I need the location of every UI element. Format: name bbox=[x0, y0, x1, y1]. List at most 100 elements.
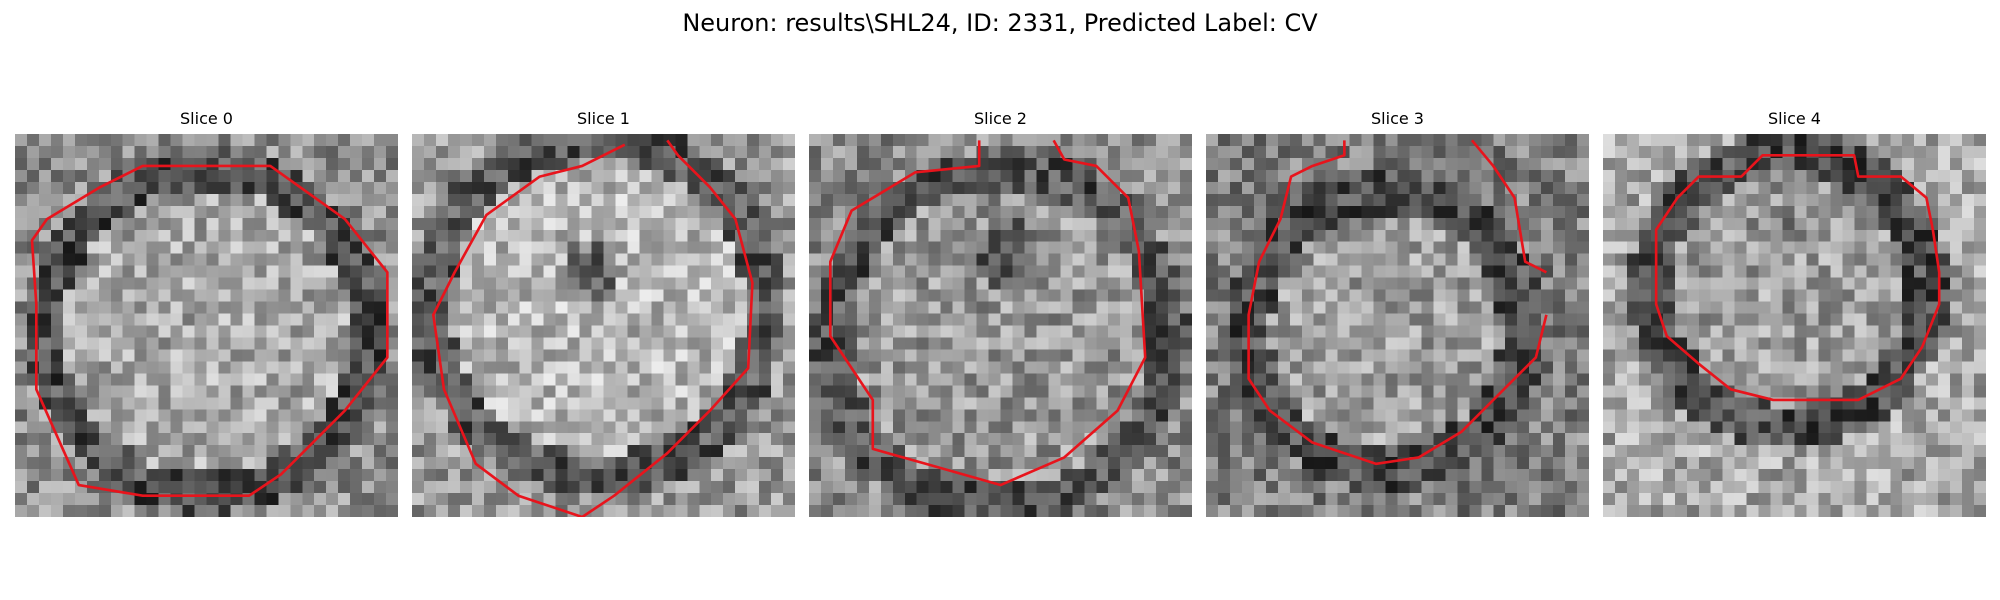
pixel bbox=[146, 505, 159, 517]
pixel bbox=[302, 241, 315, 254]
pixel bbox=[146, 289, 159, 302]
pixel bbox=[423, 157, 437, 171]
pixel bbox=[50, 289, 64, 302]
pixel bbox=[1770, 409, 1783, 422]
pixel bbox=[1577, 481, 1589, 494]
pixel bbox=[1385, 301, 1398, 314]
pixel bbox=[711, 241, 724, 254]
pixel bbox=[675, 289, 688, 302]
pixel bbox=[1722, 265, 1735, 278]
pixel bbox=[134, 301, 147, 314]
pixel bbox=[230, 469, 243, 482]
pixel bbox=[1626, 457, 1640, 470]
pixel bbox=[1878, 445, 1891, 458]
pixel bbox=[579, 229, 592, 242]
pixel bbox=[567, 337, 580, 350]
pixel bbox=[507, 157, 520, 171]
pixel bbox=[1794, 289, 1807, 302]
pixel bbox=[302, 217, 315, 230]
pixel bbox=[182, 445, 195, 458]
pixel bbox=[254, 265, 267, 278]
pixel bbox=[26, 505, 40, 517]
pixel bbox=[1493, 134, 1506, 147]
pixel bbox=[1072, 457, 1085, 470]
pixel bbox=[1974, 301, 1986, 314]
pixel bbox=[651, 205, 664, 219]
pixel bbox=[1493, 433, 1506, 446]
pixel bbox=[627, 385, 640, 398]
pixel bbox=[555, 397, 568, 410]
pixel bbox=[940, 505, 953, 517]
pixel bbox=[1253, 385, 1267, 398]
pixel bbox=[447, 169, 461, 183]
pixel bbox=[1084, 457, 1097, 470]
pixel bbox=[555, 265, 568, 278]
pixel bbox=[904, 325, 917, 338]
pixel bbox=[38, 445, 52, 458]
pixel bbox=[904, 385, 917, 398]
pixel bbox=[892, 349, 905, 362]
pixel bbox=[1108, 373, 1121, 386]
pixel bbox=[531, 469, 544, 482]
pixel bbox=[230, 373, 243, 386]
pixel bbox=[1144, 253, 1157, 266]
pixel bbox=[1565, 457, 1578, 470]
pixel bbox=[579, 421, 592, 434]
pixel bbox=[1722, 457, 1735, 470]
pixel bbox=[1313, 253, 1326, 266]
pixel bbox=[1734, 313, 1747, 326]
pixel bbox=[1962, 409, 1975, 422]
pixel bbox=[1289, 337, 1302, 350]
pixel bbox=[158, 229, 171, 242]
pixel bbox=[1481, 457, 1494, 470]
pixel bbox=[495, 241, 508, 254]
pixel bbox=[206, 217, 219, 230]
pixel bbox=[74, 493, 88, 506]
pixel bbox=[1746, 337, 1759, 350]
pixel bbox=[627, 229, 640, 242]
pixel bbox=[374, 505, 387, 517]
pixel bbox=[302, 481, 315, 494]
pixel bbox=[1734, 337, 1747, 350]
pixel bbox=[338, 277, 351, 290]
pixel bbox=[459, 277, 473, 290]
pixel bbox=[1072, 493, 1085, 506]
pixel bbox=[386, 469, 398, 482]
pixel bbox=[1206, 134, 1219, 147]
pixel bbox=[1000, 373, 1013, 386]
pixel bbox=[531, 325, 544, 338]
pixel bbox=[1084, 445, 1097, 458]
pixel bbox=[591, 313, 604, 326]
pixel bbox=[856, 349, 870, 362]
pixel bbox=[1132, 505, 1145, 517]
pixel bbox=[158, 409, 171, 422]
pixel bbox=[1060, 325, 1073, 338]
pixel bbox=[759, 457, 772, 470]
pixel bbox=[471, 469, 485, 482]
pixel bbox=[1782, 229, 1795, 242]
pixel bbox=[1962, 241, 1975, 254]
pixel bbox=[759, 397, 772, 410]
pixel bbox=[1433, 481, 1446, 494]
pixel bbox=[350, 301, 363, 314]
pixel bbox=[182, 205, 195, 219]
pixel bbox=[1409, 349, 1422, 362]
pixel bbox=[98, 217, 111, 230]
pixel bbox=[1180, 505, 1192, 517]
pixel bbox=[1902, 421, 1915, 434]
pixel bbox=[928, 277, 941, 290]
pixel bbox=[50, 181, 64, 195]
pixel bbox=[1120, 157, 1133, 171]
pixel bbox=[1012, 229, 1025, 242]
pixel bbox=[1072, 253, 1085, 266]
pixel bbox=[218, 433, 231, 446]
pixel bbox=[15, 289, 28, 302]
pixel bbox=[1529, 157, 1542, 171]
pixel bbox=[1024, 313, 1037, 326]
pixel bbox=[15, 433, 28, 446]
pixel bbox=[1553, 433, 1566, 446]
pixel bbox=[1614, 409, 1628, 422]
pixel bbox=[1481, 373, 1494, 386]
pixel bbox=[1553, 469, 1566, 482]
pixel bbox=[1024, 385, 1037, 398]
